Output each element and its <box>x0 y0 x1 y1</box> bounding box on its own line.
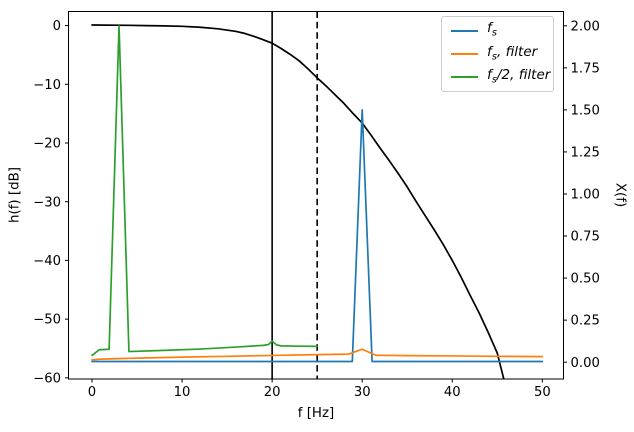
legend-line-sample-fs <box>451 29 478 32</box>
legend-label-fs-filter: fs, filter <box>487 43 538 63</box>
series-fs-filter <box>91 348 544 361</box>
y-right-tick-label: 0.75 <box>571 230 600 245</box>
series-fs <box>91 109 544 363</box>
legend-label-fs2-filter: fs/2, filter <box>487 66 551 86</box>
axis-ticks: 0 10 20 30 40 50 0 −10 −20 −30 −40 −50 −60 0.00 0.25 0.… <box>33 19 600 400</box>
y-right-tick-label: 0.50 <box>571 272 600 287</box>
legend-item-fs-filter: fs, filter <box>451 42 553 65</box>
series-fs2-filter <box>91 24 319 357</box>
legend-item-fs: fs <box>451 19 553 42</box>
series-filter-response-h <box>91 24 505 379</box>
y-left-tick-label: −50 <box>33 313 61 328</box>
y-axis-label-right: X(f) <box>613 183 628 207</box>
x-tick-label: 30 <box>354 385 371 400</box>
y-right-tick-label: 2.00 <box>571 19 600 34</box>
y-right-tick-label: 1.25 <box>571 146 600 161</box>
vertical-marker-lines <box>271 11 318 379</box>
y-right-tick-label: 1.50 <box>571 103 600 118</box>
y-left-tick-label: −20 <box>33 137 61 152</box>
x-tick-label: 50 <box>534 385 551 400</box>
data-series <box>91 24 544 379</box>
y-left-tick-label: −60 <box>33 371 61 386</box>
x-tick-label: 20 <box>264 385 281 400</box>
legend: fs fs, filter fs/2, filter <box>441 16 554 92</box>
legend-label-fs: fs <box>487 20 497 39</box>
y-right-tick-label: 0.00 <box>571 356 600 371</box>
x-tick-label: 10 <box>174 385 191 400</box>
y-right-tick-label: 1.00 <box>571 188 600 203</box>
y-axis-label-left: h(f) [dB] <box>8 167 23 223</box>
legend-item-fs2-filter: fs/2, filter <box>451 66 553 89</box>
y-left-tick-label: −40 <box>33 254 61 269</box>
legend-line-sample-fs-filter <box>451 52 478 56</box>
legend-line-sample-fs2-filter <box>451 76 478 79</box>
plot-area <box>68 11 564 380</box>
x-axis-label: f [Hz] <box>298 406 335 421</box>
x-tick-label: 40 <box>444 385 461 400</box>
y-left-tick-label: −30 <box>33 195 61 210</box>
x-tick-label: 0 <box>88 385 96 400</box>
y-left-tick-label: 0 <box>53 19 61 34</box>
y-right-tick-label: 0.25 <box>571 314 600 329</box>
y-left-tick-label: −10 <box>33 78 61 93</box>
y-right-tick-label: 1.75 <box>571 61 600 76</box>
